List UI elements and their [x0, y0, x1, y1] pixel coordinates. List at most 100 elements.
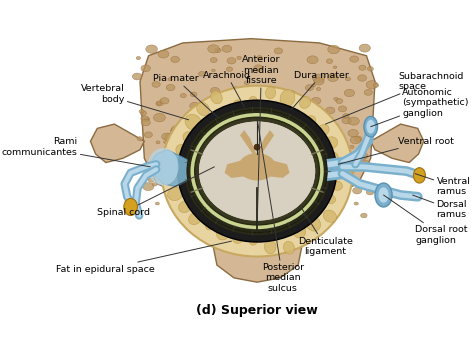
Polygon shape: [257, 130, 274, 156]
Ellipse shape: [176, 144, 190, 157]
Ellipse shape: [210, 91, 222, 104]
Ellipse shape: [354, 202, 358, 205]
Ellipse shape: [336, 198, 341, 202]
Ellipse shape: [326, 59, 333, 64]
Text: Dorsal
ramus: Dorsal ramus: [412, 195, 467, 219]
Ellipse shape: [317, 125, 329, 136]
Ellipse shape: [208, 45, 219, 53]
Ellipse shape: [264, 240, 276, 254]
Ellipse shape: [238, 153, 276, 180]
Ellipse shape: [375, 183, 392, 207]
Ellipse shape: [326, 107, 335, 114]
Text: Denticulate
ligament: Denticulate ligament: [298, 205, 353, 256]
Ellipse shape: [199, 121, 315, 221]
Ellipse shape: [167, 187, 183, 201]
Ellipse shape: [359, 160, 371, 169]
Ellipse shape: [233, 100, 243, 111]
Ellipse shape: [292, 223, 306, 238]
Ellipse shape: [358, 75, 366, 81]
Ellipse shape: [170, 158, 184, 170]
Ellipse shape: [232, 229, 244, 244]
Ellipse shape: [160, 98, 169, 104]
Ellipse shape: [210, 58, 217, 62]
Ellipse shape: [233, 87, 238, 91]
Ellipse shape: [222, 45, 232, 52]
Text: Dorsal root
ganglion: Dorsal root ganglion: [383, 195, 468, 245]
Polygon shape: [150, 150, 199, 186]
Ellipse shape: [352, 177, 356, 180]
Text: Autonomic
(sympathetic)
ganglion: Autonomic (sympathetic) ganglion: [371, 88, 469, 127]
Ellipse shape: [348, 117, 359, 125]
Ellipse shape: [136, 56, 141, 60]
Ellipse shape: [316, 87, 321, 91]
Ellipse shape: [374, 83, 379, 87]
Ellipse shape: [205, 220, 215, 230]
Ellipse shape: [183, 132, 197, 144]
Ellipse shape: [175, 209, 181, 214]
Ellipse shape: [190, 102, 200, 109]
Ellipse shape: [364, 116, 378, 137]
Ellipse shape: [323, 137, 337, 149]
Ellipse shape: [185, 114, 202, 131]
Ellipse shape: [285, 91, 297, 99]
Ellipse shape: [366, 81, 378, 89]
Text: Spinal cord: Spinal cord: [97, 167, 214, 217]
Polygon shape: [371, 124, 424, 163]
Ellipse shape: [249, 97, 257, 107]
Ellipse shape: [148, 148, 179, 186]
Ellipse shape: [180, 93, 186, 98]
Ellipse shape: [137, 137, 143, 141]
Ellipse shape: [328, 74, 338, 81]
Ellipse shape: [211, 69, 215, 72]
Ellipse shape: [305, 216, 320, 231]
Ellipse shape: [280, 89, 295, 106]
Ellipse shape: [350, 56, 359, 62]
Ellipse shape: [161, 86, 353, 257]
Ellipse shape: [190, 92, 197, 97]
Ellipse shape: [166, 181, 173, 186]
Ellipse shape: [141, 119, 150, 126]
Ellipse shape: [367, 67, 374, 71]
Ellipse shape: [152, 81, 160, 87]
Ellipse shape: [274, 48, 283, 54]
Ellipse shape: [349, 145, 354, 148]
Ellipse shape: [197, 102, 210, 116]
Polygon shape: [91, 124, 144, 163]
Ellipse shape: [155, 202, 159, 205]
Ellipse shape: [300, 97, 310, 108]
Ellipse shape: [168, 78, 172, 81]
Ellipse shape: [265, 87, 275, 99]
Ellipse shape: [187, 110, 327, 233]
Ellipse shape: [364, 89, 373, 95]
Ellipse shape: [346, 77, 351, 81]
Ellipse shape: [325, 195, 336, 204]
Ellipse shape: [158, 50, 169, 58]
Ellipse shape: [179, 201, 191, 213]
Ellipse shape: [189, 212, 201, 225]
Ellipse shape: [184, 107, 330, 235]
Ellipse shape: [162, 133, 172, 140]
Ellipse shape: [257, 56, 263, 60]
Ellipse shape: [334, 97, 338, 100]
Ellipse shape: [156, 101, 163, 106]
Ellipse shape: [164, 173, 178, 184]
Ellipse shape: [215, 48, 221, 53]
Ellipse shape: [366, 189, 374, 195]
Ellipse shape: [132, 73, 142, 80]
Text: Posterior
median
sulcus: Posterior median sulcus: [257, 118, 304, 293]
Ellipse shape: [178, 100, 337, 242]
Ellipse shape: [210, 87, 219, 94]
Ellipse shape: [325, 152, 338, 163]
Ellipse shape: [254, 65, 263, 71]
Ellipse shape: [148, 178, 155, 182]
Ellipse shape: [146, 45, 157, 53]
Ellipse shape: [328, 45, 339, 54]
Ellipse shape: [143, 182, 154, 191]
Ellipse shape: [342, 117, 351, 124]
Text: Subarachnoid
space: Subarachnoid space: [326, 72, 464, 124]
Ellipse shape: [413, 168, 425, 183]
Ellipse shape: [193, 105, 204, 112]
Ellipse shape: [164, 133, 175, 141]
Ellipse shape: [254, 144, 260, 150]
Ellipse shape: [307, 56, 318, 64]
